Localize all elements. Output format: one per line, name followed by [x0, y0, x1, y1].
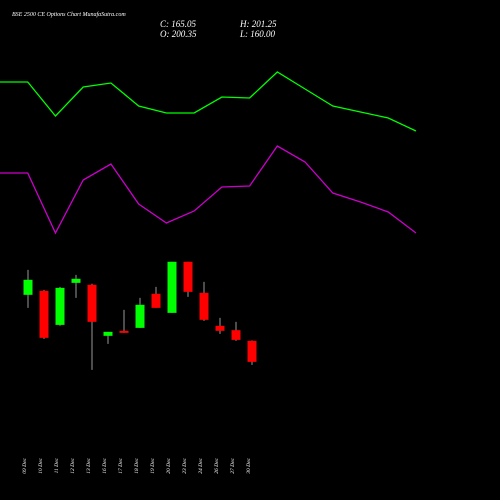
candle-body — [39, 290, 49, 338]
x-tick-label: 18 Dec — [134, 457, 140, 473]
candle-body — [151, 293, 161, 308]
chart-title: BSE 2500 CE Options Chart MunafaSutra.co… — [12, 11, 126, 18]
x-tick-label: 23 Dec — [182, 457, 188, 473]
indicator-line — [0, 145, 417, 235]
candle-body — [87, 284, 97, 322]
candle-body — [183, 261, 193, 292]
candle-body — [231, 330, 241, 340]
x-tick-label: 12 Dec — [70, 457, 76, 473]
candle-body — [167, 261, 177, 313]
candle-body — [71, 278, 81, 283]
x-tick-label: 09 Dec — [22, 457, 28, 473]
x-tick-label: 30 Dec — [246, 457, 252, 474]
low-label: L: 160.00 — [239, 29, 276, 39]
x-tick-label: 26 Dec — [214, 457, 220, 473]
high-label: H: 201.25 — [239, 19, 277, 29]
x-tick-label: 20 Dec — [166, 457, 172, 473]
candle-body — [247, 340, 257, 362]
close-label: C: 165.05 — [160, 19, 197, 29]
candle-body — [23, 279, 33, 295]
x-tick-label: 10 Dec — [38, 457, 44, 473]
candle-body — [55, 287, 65, 325]
x-tick-label: 16 Dec — [102, 457, 108, 473]
indicator-line — [0, 71, 417, 132]
x-tick-label: 19 Dec — [150, 457, 156, 473]
open-label: O: 200.35 — [160, 29, 197, 39]
x-tick-label: 17 Dec — [118, 457, 124, 473]
candle-body — [199, 292, 209, 320]
x-tick-label: 24 Dec — [197, 457, 204, 473]
candle-body — [135, 304, 145, 328]
candle-body — [215, 325, 225, 331]
x-tick-label: 13 Dec — [86, 457, 92, 473]
candle-body — [119, 330, 129, 333]
x-tick-label: 11 Dec — [54, 457, 60, 473]
x-tick-label: 27 Dec — [230, 457, 236, 473]
candle-body — [103, 331, 113, 336]
